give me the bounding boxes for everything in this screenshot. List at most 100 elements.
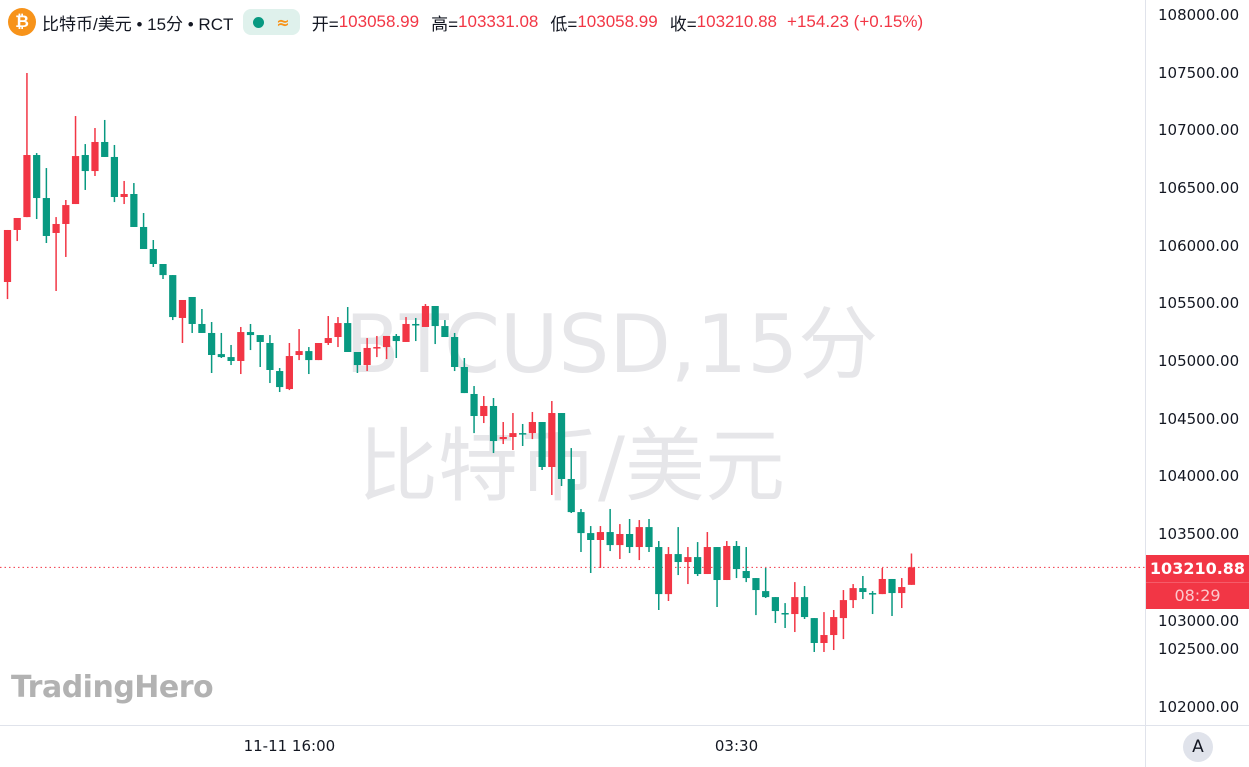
candle[interactable] xyxy=(625,519,634,554)
candle[interactable] xyxy=(33,153,41,220)
candle[interactable] xyxy=(830,610,838,651)
candle[interactable] xyxy=(800,586,809,620)
candle[interactable] xyxy=(198,308,206,333)
candle[interactable] xyxy=(499,422,507,445)
candle[interactable] xyxy=(314,343,323,361)
candle[interactable] xyxy=(431,305,439,345)
candle[interactable] xyxy=(208,322,216,373)
candle[interactable] xyxy=(742,547,750,583)
candle[interactable] xyxy=(460,358,468,394)
change-value: +154.23 (+0.15%) xyxy=(787,12,924,31)
candle[interactable] xyxy=(878,568,886,595)
candle[interactable] xyxy=(62,199,70,257)
auto-scale-button[interactable]: A xyxy=(1183,732,1213,762)
candle-body xyxy=(52,223,60,233)
candle[interactable] xyxy=(227,344,235,366)
candle[interactable] xyxy=(703,532,711,575)
candle[interactable] xyxy=(110,144,119,203)
candle[interactable] xyxy=(713,547,721,608)
candle[interactable] xyxy=(402,317,410,342)
candle[interactable] xyxy=(149,240,157,268)
candle[interactable] xyxy=(548,401,556,496)
candle[interactable] xyxy=(771,597,779,624)
candle[interactable] xyxy=(42,168,50,244)
candle[interactable] xyxy=(645,519,653,552)
candle[interactable] xyxy=(480,396,488,424)
market-status[interactable]: ≈ xyxy=(243,9,300,35)
candle[interactable] xyxy=(451,332,459,372)
candle[interactable] xyxy=(441,320,449,338)
candle[interactable] xyxy=(266,335,274,384)
candle[interactable] xyxy=(52,217,60,291)
candle[interactable] xyxy=(752,578,760,616)
candle[interactable] xyxy=(655,541,663,611)
candle[interactable] xyxy=(169,275,177,321)
candle[interactable] xyxy=(762,568,770,599)
candle[interactable] xyxy=(810,618,818,652)
candle[interactable] xyxy=(353,352,362,373)
candle[interactable] xyxy=(791,582,799,633)
candle[interactable] xyxy=(373,335,381,358)
candle[interactable] xyxy=(557,413,566,487)
candle[interactable] xyxy=(635,520,643,561)
candle[interactable] xyxy=(392,334,400,359)
candle[interactable] xyxy=(382,335,391,360)
candle[interactable] xyxy=(178,299,187,344)
candle[interactable] xyxy=(839,590,848,640)
candle[interactable] xyxy=(684,547,692,585)
candle[interactable] xyxy=(596,526,605,569)
candle[interactable] xyxy=(101,119,109,157)
candle[interactable] xyxy=(470,386,478,434)
candle[interactable] xyxy=(888,578,896,617)
candle[interactable] xyxy=(120,180,128,205)
candle[interactable] xyxy=(587,526,595,573)
candle[interactable] xyxy=(159,264,167,279)
candle[interactable] xyxy=(363,338,371,372)
candle[interactable] xyxy=(567,448,575,514)
candle[interactable] xyxy=(674,527,682,576)
symbol-title[interactable]: 比特币/美元 • 15分 • RCT xyxy=(42,14,234,34)
candle[interactable] xyxy=(285,343,293,391)
candle[interactable] xyxy=(519,423,527,447)
candle[interactable] xyxy=(859,575,867,600)
candle[interactable] xyxy=(3,229,12,300)
candle[interactable] xyxy=(139,213,148,250)
candle[interactable] xyxy=(324,316,332,345)
candlestick-chart[interactable] xyxy=(0,0,1145,725)
candle[interactable] xyxy=(13,217,21,242)
candle[interactable] xyxy=(868,591,877,615)
candle[interactable] xyxy=(91,128,99,177)
candle[interactable] xyxy=(334,317,342,348)
candle[interactable] xyxy=(130,183,138,227)
candle[interactable] xyxy=(421,304,430,327)
candle[interactable] xyxy=(412,317,420,342)
candle[interactable] xyxy=(694,542,702,576)
candle[interactable] xyxy=(577,508,585,552)
candle[interactable] xyxy=(732,541,741,579)
candle[interactable] xyxy=(71,116,80,205)
candle[interactable] xyxy=(538,422,546,470)
candle[interactable] xyxy=(276,368,284,393)
candle[interactable] xyxy=(295,329,303,361)
candle[interactable] xyxy=(723,541,731,581)
candle[interactable] xyxy=(616,524,624,560)
candle[interactable] xyxy=(849,584,857,609)
candle[interactable] xyxy=(81,144,89,190)
candle[interactable] xyxy=(820,612,828,652)
candle[interactable] xyxy=(509,413,517,451)
candle[interactable] xyxy=(528,411,536,440)
candle[interactable] xyxy=(237,326,245,375)
candle[interactable] xyxy=(664,547,673,602)
candle[interactable] xyxy=(217,332,225,359)
candle[interactable] xyxy=(344,307,352,353)
candle[interactable] xyxy=(188,296,196,333)
candle[interactable] xyxy=(781,603,789,628)
candle[interactable] xyxy=(907,553,916,585)
candle[interactable] xyxy=(256,335,264,367)
candle[interactable] xyxy=(489,398,498,454)
candle[interactable] xyxy=(606,508,614,552)
candle[interactable] xyxy=(23,73,31,218)
candle[interactable] xyxy=(305,347,313,375)
candle[interactable] xyxy=(898,578,906,609)
candle[interactable] xyxy=(246,323,255,351)
